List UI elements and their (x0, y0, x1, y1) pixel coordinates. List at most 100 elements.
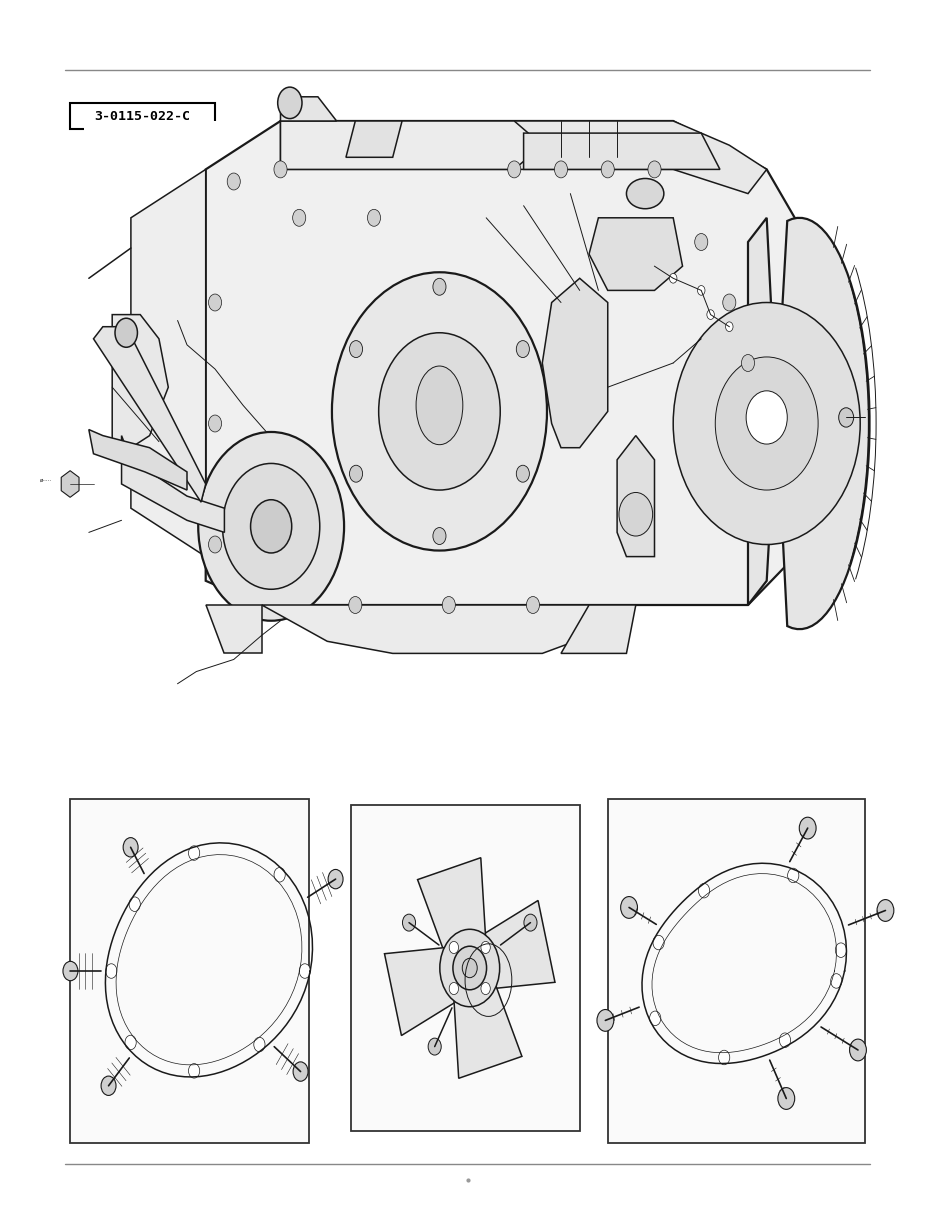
Circle shape (453, 946, 486, 990)
Circle shape (650, 1012, 661, 1026)
Circle shape (293, 209, 306, 226)
Circle shape (554, 161, 568, 178)
Circle shape (597, 1009, 613, 1031)
Circle shape (787, 869, 798, 883)
Bar (351, 805, 580, 1131)
Text: 3-0115-022-C: 3-0115-022-C (94, 110, 191, 122)
Circle shape (442, 597, 455, 613)
Circle shape (227, 173, 240, 190)
Circle shape (439, 929, 499, 1007)
Circle shape (481, 983, 490, 995)
Circle shape (516, 465, 529, 482)
Circle shape (707, 310, 714, 319)
Polygon shape (112, 315, 168, 448)
Text: ø·····: ø····· (40, 478, 52, 483)
Polygon shape (524, 133, 720, 169)
Circle shape (428, 1038, 441, 1055)
Polygon shape (589, 218, 683, 290)
Circle shape (850, 1039, 867, 1061)
Circle shape (433, 528, 446, 544)
Circle shape (223, 463, 320, 589)
Circle shape (349, 597, 362, 613)
Circle shape (332, 272, 547, 551)
Circle shape (123, 837, 138, 857)
Polygon shape (384, 947, 462, 1036)
Circle shape (799, 817, 816, 839)
Circle shape (778, 1088, 795, 1110)
Circle shape (669, 273, 677, 283)
Circle shape (695, 234, 708, 250)
Bar (608, 799, 865, 1143)
Polygon shape (561, 605, 636, 653)
Circle shape (115, 318, 137, 347)
Circle shape (619, 492, 653, 536)
Polygon shape (748, 218, 870, 629)
Circle shape (830, 974, 842, 989)
Circle shape (698, 883, 710, 898)
Circle shape (481, 941, 490, 953)
Polygon shape (280, 121, 767, 194)
Circle shape (129, 897, 140, 911)
Bar (84, 121, 851, 653)
Bar (70, 103, 215, 129)
Circle shape (718, 1050, 729, 1065)
Circle shape (198, 432, 344, 621)
Circle shape (653, 935, 664, 950)
Circle shape (350, 465, 363, 482)
Polygon shape (131, 169, 206, 557)
Circle shape (877, 899, 894, 921)
Circle shape (209, 294, 222, 311)
Circle shape (189, 1064, 200, 1078)
Polygon shape (89, 430, 187, 490)
Circle shape (723, 294, 736, 311)
Polygon shape (617, 436, 654, 557)
Circle shape (726, 322, 733, 332)
Circle shape (189, 846, 200, 860)
Circle shape (251, 500, 292, 553)
Circle shape (741, 355, 755, 371)
Circle shape (299, 963, 310, 978)
Circle shape (449, 941, 458, 953)
Circle shape (673, 302, 860, 544)
Circle shape (328, 870, 343, 889)
Circle shape (516, 340, 529, 358)
Circle shape (524, 915, 537, 932)
Circle shape (367, 209, 381, 226)
Circle shape (746, 391, 787, 444)
Polygon shape (280, 121, 542, 169)
Circle shape (621, 897, 638, 918)
Circle shape (449, 983, 458, 995)
Circle shape (293, 1062, 308, 1082)
Circle shape (835, 943, 846, 957)
Polygon shape (94, 327, 206, 502)
Polygon shape (280, 97, 337, 121)
Circle shape (601, 161, 614, 178)
Circle shape (125, 1036, 137, 1050)
Polygon shape (262, 605, 608, 653)
Circle shape (433, 278, 446, 295)
Circle shape (63, 961, 78, 980)
Circle shape (379, 333, 500, 490)
Polygon shape (542, 278, 608, 448)
Circle shape (106, 963, 117, 978)
Ellipse shape (626, 178, 664, 208)
Polygon shape (453, 979, 522, 1078)
Polygon shape (122, 436, 224, 532)
Polygon shape (478, 900, 555, 989)
Circle shape (274, 868, 285, 882)
Polygon shape (418, 858, 486, 957)
Circle shape (462, 958, 477, 978)
Circle shape (209, 415, 222, 432)
Circle shape (839, 408, 854, 427)
Circle shape (274, 161, 287, 178)
Circle shape (698, 286, 705, 295)
Polygon shape (206, 121, 795, 605)
Circle shape (648, 161, 661, 178)
Circle shape (209, 536, 222, 553)
Circle shape (526, 597, 539, 613)
Circle shape (278, 87, 302, 119)
Circle shape (350, 340, 363, 358)
Ellipse shape (416, 365, 463, 444)
Circle shape (715, 357, 818, 490)
Circle shape (101, 1076, 116, 1095)
